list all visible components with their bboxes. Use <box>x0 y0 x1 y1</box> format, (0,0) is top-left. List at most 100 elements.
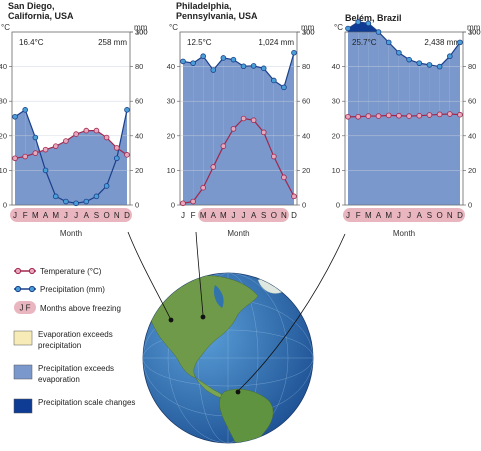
precipitation-point <box>375 29 382 35</box>
precipitation-point <box>52 193 59 200</box>
precip-tick-label: 0 <box>135 201 139 210</box>
temperature-point <box>416 112 423 119</box>
temperature-point <box>22 153 28 160</box>
precipitation-point <box>32 134 39 141</box>
temp-tick-label: 0 <box>336 201 340 210</box>
temp-tick-label: 20 <box>332 131 340 140</box>
legend-frost-free-label: Months above freezing <box>40 304 121 313</box>
temperature-point <box>260 129 267 136</box>
precip-tick-label: 80 <box>135 62 143 71</box>
month-label: J <box>181 211 185 220</box>
precipitation-point <box>447 53 453 60</box>
precipitation-point <box>63 198 69 205</box>
precipitation-unit: mm <box>467 23 481 32</box>
surplus-region <box>368 23 379 117</box>
precipitation-point <box>240 63 247 70</box>
below-temperature-region <box>183 118 294 205</box>
precipitation-line <box>14 108 128 204</box>
legend-temperature-marker-2 <box>28 267 36 275</box>
precipitation-point <box>42 167 49 174</box>
chart-title-san-diego: San Diego, <box>8 1 55 11</box>
plot-frame <box>344 31 464 206</box>
month-label: J <box>346 211 350 220</box>
surplus-region <box>203 56 214 188</box>
precip-tick-label: 300 <box>135 28 148 37</box>
legend-frost-free: J F Months above freezing <box>14 301 121 314</box>
precip-tick-label: 0 <box>302 201 306 210</box>
precipitation-point <box>250 63 257 69</box>
temp-tick-label: 30 <box>0 97 7 106</box>
temperature-point <box>73 131 79 137</box>
precipitation-point <box>345 25 351 32</box>
precipitation-point <box>124 107 130 113</box>
surplus-region <box>409 59 420 117</box>
surplus-region <box>243 65 254 121</box>
temperature-point <box>345 113 351 120</box>
precipitation-point <box>365 20 372 27</box>
legend-temperature: Temperature (°C) <box>14 267 102 276</box>
month-label: J <box>74 211 78 220</box>
month-label: O <box>437 211 443 220</box>
mean-temperature: 25.7°C <box>352 38 377 47</box>
month-label: M <box>385 211 392 220</box>
surplus-region <box>15 109 26 159</box>
temperature-point <box>12 155 18 162</box>
month-label: S <box>94 211 99 220</box>
month-label: S <box>427 211 432 220</box>
precip-tick-label: 80 <box>468 62 476 71</box>
legend-scale-change: Precipitation scale changes <box>13 398 135 414</box>
temperature-point <box>406 113 412 119</box>
legend-precipitation-marker-2 <box>28 285 36 293</box>
chart-title-philadelphia: Philadelphia, <box>176 1 232 11</box>
legend-surplus-label: Precipitation exceeds evaporation <box>38 364 115 384</box>
precip-tick-label: 100 <box>468 28 481 37</box>
surplus-region <box>213 57 224 167</box>
precip-tick-label: 20 <box>135 166 143 175</box>
surplus-region <box>419 63 430 116</box>
surplus-region <box>25 109 36 157</box>
precipitation-point <box>220 55 227 61</box>
precipitation-point <box>83 198 90 205</box>
precipitation-point <box>93 193 100 200</box>
pointer-philadelphia <box>195 231 204 316</box>
annual-precipitation: 2,438 mm <box>424 38 460 47</box>
month-label: D <box>457 211 463 220</box>
temperature-unit: °C <box>169 23 178 32</box>
temperature-point <box>436 111 443 118</box>
precipitation-point <box>355 19 361 25</box>
plot-frame <box>179 31 298 206</box>
marker-san-diego <box>168 317 174 323</box>
legend-evaporation-label: Evaporation exceeds precipitation <box>38 330 113 350</box>
surplus-region <box>429 64 440 116</box>
month-label: J <box>397 211 401 220</box>
precipitation-point <box>73 200 79 207</box>
temp-tick-label: 0 <box>171 201 175 210</box>
month-label: D <box>291 211 297 220</box>
month-label: O <box>104 211 110 220</box>
surplus-region <box>283 52 294 197</box>
precipitation-unit: mm <box>301 23 315 32</box>
month-label: S <box>261 211 266 220</box>
surplus-region <box>358 21 369 117</box>
plot-frame <box>11 31 131 206</box>
surplus-region <box>398 52 410 117</box>
marker-belem <box>235 389 241 395</box>
temperature-point <box>83 127 90 134</box>
frost-free-band <box>343 208 465 222</box>
precipitation-point <box>426 62 433 68</box>
mean-temperature: 12.5°C <box>187 38 212 47</box>
month-label: M <box>52 211 59 220</box>
temperature-unit: °C <box>1 23 10 32</box>
legend-precipitation-marker-1 <box>14 285 22 293</box>
x-axis-title: Month <box>60 229 82 238</box>
legend-temperature-label: Temperature (°C) <box>40 267 102 276</box>
chart-title-belem: Belém, Brazil <box>345 13 402 23</box>
temperature-point <box>365 113 372 119</box>
month-label: A <box>211 211 217 220</box>
precipitation-point <box>230 56 237 63</box>
month-label: O <box>271 211 277 220</box>
precipitation-point <box>22 107 28 113</box>
temperature-point <box>281 174 287 181</box>
temp-tick-label: 10 <box>167 166 175 175</box>
